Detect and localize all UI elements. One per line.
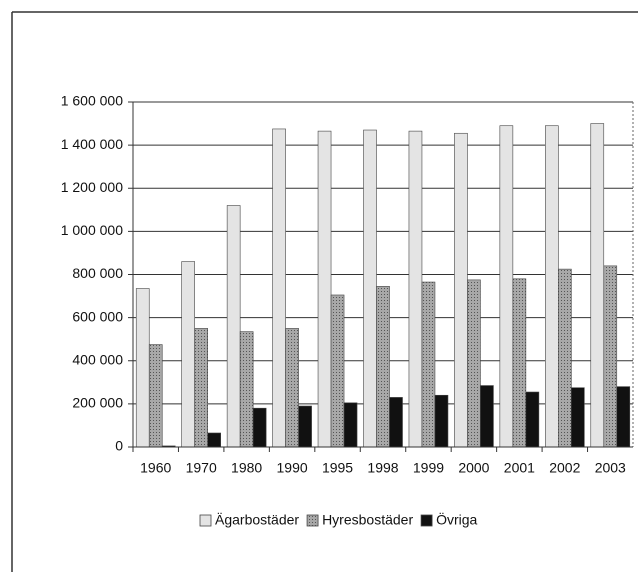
- bar: [317, 130, 332, 448]
- bar: [298, 405, 312, 448]
- x-tick-label: 1980: [231, 460, 262, 476]
- bar: [194, 328, 208, 448]
- bar: [558, 268, 572, 448]
- x-tick-label: 1960: [140, 460, 171, 476]
- legend-swatch: [199, 514, 212, 527]
- y-tick-label: 0: [115, 438, 123, 454]
- x-tick-label: 1990: [277, 460, 308, 476]
- x-tick-label: 2002: [549, 460, 580, 476]
- bar: [499, 125, 514, 448]
- bar: [389, 397, 403, 448]
- bar: [239, 331, 254, 448]
- bar: [545, 125, 559, 448]
- bar: [454, 132, 468, 448]
- y-tick-label: 800 000: [72, 265, 123, 281]
- bar: [525, 391, 540, 448]
- legend-label: Ägarbostäder: [215, 512, 299, 528]
- bar: [207, 432, 221, 448]
- bar: [512, 278, 527, 448]
- legend-swatch: [306, 514, 319, 527]
- x-tick-label: 1995: [322, 460, 353, 476]
- x-tick-label: 2001: [504, 460, 535, 476]
- x-tick-label: 2000: [458, 460, 489, 476]
- bar: [408, 130, 423, 448]
- bar: [616, 386, 631, 448]
- bar: [571, 387, 585, 448]
- bar: [330, 294, 345, 448]
- bar: [181, 261, 195, 448]
- legend-label: Övriga: [436, 511, 477, 528]
- bar: [343, 402, 358, 448]
- x-tick-label: 1998: [367, 460, 398, 476]
- y-tick-label: 200 000: [72, 395, 123, 411]
- bar: [434, 394, 449, 448]
- y-tick-label: 1 400 000: [61, 136, 123, 152]
- bar: [148, 344, 163, 448]
- y-tick-label: 400 000: [72, 351, 123, 367]
- bar: [272, 128, 286, 448]
- legend-swatch: [420, 514, 433, 527]
- bar: [285, 328, 299, 448]
- bar: [467, 279, 481, 448]
- y-tick-label: 1 200 000: [61, 179, 123, 195]
- bar: [252, 407, 267, 448]
- bar: [421, 281, 436, 448]
- y-tick-label: 600 000: [72, 308, 123, 324]
- bar: [480, 385, 494, 448]
- legend-label: Hyresbostäder: [322, 512, 413, 528]
- x-tick-label: 1999: [413, 460, 444, 476]
- bar: [226, 205, 241, 448]
- bar: [376, 286, 390, 448]
- bar: [603, 265, 618, 448]
- bar: [363, 129, 377, 448]
- y-tick-label: 1 000 000: [61, 222, 123, 238]
- bar: [590, 123, 605, 448]
- bar: [135, 288, 150, 448]
- x-tick-label: 1970: [186, 460, 217, 476]
- x-tick-label: 2003: [595, 460, 626, 476]
- y-tick-label: 1 600 000: [61, 93, 123, 109]
